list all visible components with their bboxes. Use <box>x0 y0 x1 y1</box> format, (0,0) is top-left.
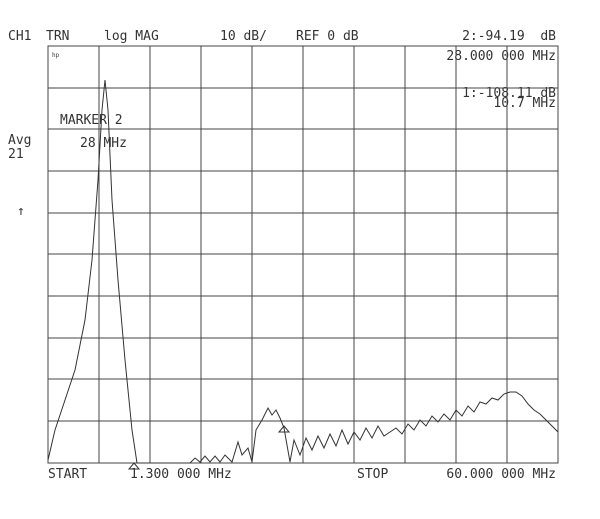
start-label: START <box>48 467 87 482</box>
active-marker: 2:-94.19 dB <box>462 29 556 44</box>
marker-1-value: 1:-108.11 dB <box>462 86 556 101</box>
graticule <box>47 45 559 464</box>
reference: REF 0 dB <box>296 29 359 44</box>
arrow: ↑ <box>17 204 25 219</box>
stop-label: STOP <box>357 467 388 482</box>
avg-count: 21 <box>8 147 24 162</box>
mode: TRN <box>46 29 69 44</box>
scale: 10 dB/ <box>220 29 267 44</box>
stop-freq: 60.000 000 MHz <box>446 467 556 482</box>
marker-1-symbol <box>127 462 141 470</box>
channel: CH1 <box>8 29 31 44</box>
format: log MAG <box>104 29 159 44</box>
start-freq: 1.300 000 MHz <box>130 467 232 482</box>
marker-title: MARKER 2 <box>60 113 123 128</box>
marker-freq: 28 MHz <box>80 136 127 151</box>
logo: hp <box>52 52 60 59</box>
active-marker-freq: 28.000 000 MHz <box>446 49 556 64</box>
trace <box>47 79 559 464</box>
marker-2-symbol <box>277 425 291 433</box>
avg-label: Avg <box>8 133 31 148</box>
marker-1-freq: 10.7 MHz <box>493 96 556 111</box>
